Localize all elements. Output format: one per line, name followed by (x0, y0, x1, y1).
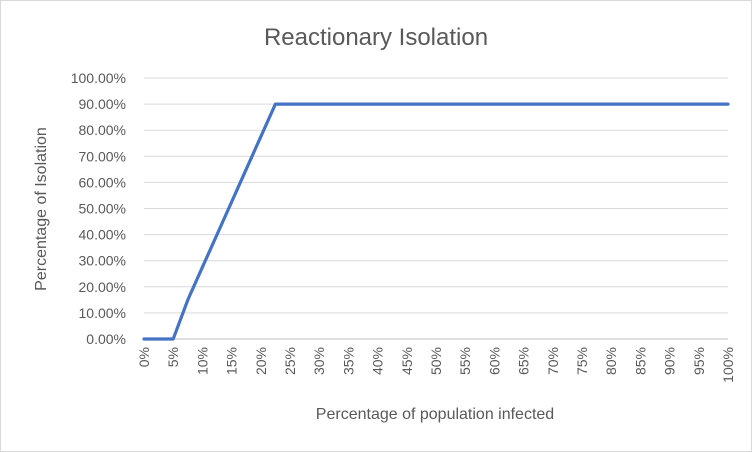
x-tick-label: 30% (311, 347, 327, 375)
x-axis-ticks: 0% 5% 10% 15% 20% 25% 30% 35% 40% 45% 50% 55% 60% 65%… (136, 347, 736, 383)
x-tick-label: 80% (603, 347, 619, 375)
x-tick-label: 90% (662, 347, 678, 375)
y-tick-label: 0.00% (86, 331, 126, 347)
x-tick-label: 15% (224, 347, 240, 375)
x-tick-label: 85% (632, 347, 648, 375)
series-layer (142, 102, 730, 341)
y-tick-label: 40.00% (79, 227, 126, 243)
y-tick-label: 80.00% (79, 122, 126, 138)
y-tick-label: 60.00% (79, 174, 126, 190)
x-tick-label: 40% (370, 347, 386, 375)
y-tick-label: 20.00% (79, 279, 126, 295)
x-tick-label: 10% (194, 347, 210, 375)
gridlines (144, 77, 728, 340)
x-axis-title: Percentage of population infected (316, 406, 554, 423)
y-axis-ticks: 0.00% 10.00% 20.00% 30.00% 40.00% 50.00% 60.00… (71, 70, 126, 347)
y-tick-label: 70.00% (79, 148, 126, 164)
x-tick-label: 100% (720, 347, 736, 383)
series-line (142, 102, 730, 341)
y-axis-title: Percentage of Isolation (33, 127, 50, 291)
x-tick-label: 60% (486, 347, 502, 375)
x-tick-label: 65% (516, 347, 532, 375)
y-tick-label: 100.00% (71, 70, 126, 86)
x-tick-label: 0% (136, 347, 152, 367)
x-tick-label: 70% (545, 347, 561, 375)
x-tick-label: 45% (399, 347, 415, 375)
x-tick-label: 75% (574, 347, 590, 375)
y-tick-label: 10.00% (79, 305, 126, 321)
x-tick-label: 55% (457, 347, 473, 375)
y-tick-label: 90.00% (79, 96, 126, 112)
x-tick-label: 25% (282, 347, 298, 375)
y-tick-label: 50.00% (79, 201, 126, 217)
chart-title: Reactionary Isolation (264, 24, 488, 51)
x-tick-label: 5% (165, 347, 181, 367)
x-tick-label: 35% (340, 347, 356, 375)
y-tick-label: 30.00% (79, 253, 126, 269)
x-tick-label: 95% (691, 347, 707, 375)
x-tick-label: 20% (253, 347, 269, 375)
x-tick-label: 50% (428, 347, 444, 375)
